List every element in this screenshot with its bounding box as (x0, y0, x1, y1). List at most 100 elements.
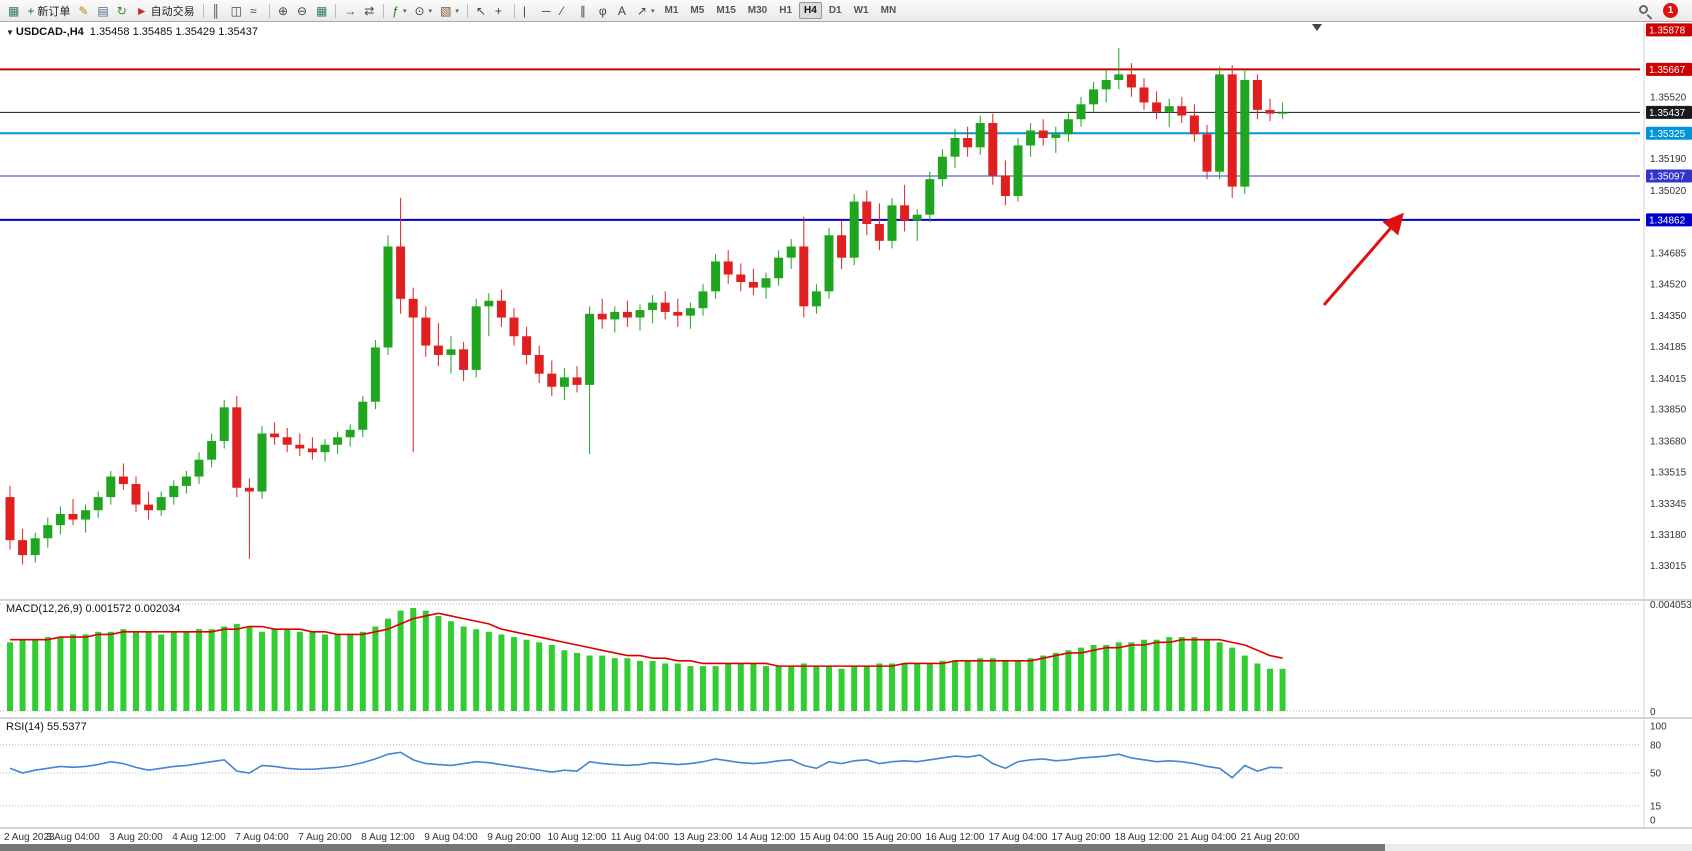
line-chart-icon[interactable]: ≈ (246, 2, 265, 20)
timeframe-h4[interactable]: H4 (799, 2, 822, 19)
price-axis-label: 1.33180 (1650, 530, 1687, 541)
crosshair-icon[interactable]: + (491, 2, 510, 20)
candle-down (988, 123, 998, 176)
candle-up (1089, 89, 1099, 105)
metaeditor-icon[interactable]: ✎ (74, 2, 93, 20)
templates-icon[interactable]: ▧ ▾ (436, 2, 463, 20)
macd-bar (838, 668, 845, 711)
candle-down (396, 246, 406, 299)
macd-bar (44, 637, 51, 711)
price-axis-label: 1.33515 (1650, 467, 1687, 478)
chart-canvas[interactable]: 1.35520 1.35190 1.35020 1.34685 1.34520 1.343… (0, 22, 1692, 851)
chart-shift-icon[interactable]: ⇄ (360, 2, 379, 20)
notification-badge[interactable]: 1 (1663, 3, 1678, 18)
auto-scroll-icon[interactable]: → (340, 2, 360, 20)
candle-up (1101, 79, 1111, 90)
macd-bar (498, 634, 505, 711)
bar-chart-icon-glyph: ║ (211, 3, 221, 18)
timeframe-m1[interactable]: M1 (664, 5, 679, 16)
candle-up (761, 278, 771, 288)
tile-windows-icon[interactable]: ▦ (312, 2, 331, 20)
candle-down (1252, 79, 1262, 110)
timeframe-w1[interactable]: W1 (853, 5, 869, 16)
templates-icon-caret: ▾ (455, 7, 459, 15)
scrollbar-thumb[interactable] (0, 844, 1385, 851)
price-badge (1646, 213, 1692, 227)
zoom-in-icon[interactable]: ⊕ (274, 2, 293, 20)
macd-axis-max: 0.004053 (1650, 600, 1692, 611)
candle-up (194, 459, 204, 477)
price-axis-label: 1.34520 (1650, 279, 1687, 290)
candle-up (93, 497, 103, 511)
indicators-icon[interactable]: ƒ ▾ (388, 2, 410, 20)
vertical-line-icon[interactable]: | (519, 2, 538, 20)
fibonacci-icon[interactable]: φ (595, 2, 614, 20)
new-order-button[interactable]: + 新订单 (23, 2, 74, 20)
timeframe-m15[interactable]: M15 (716, 5, 736, 16)
candle-down (1265, 109, 1275, 114)
search-icon[interactable] (1637, 3, 1653, 20)
chart-shift-marker[interactable] (1312, 24, 1322, 31)
print-icon[interactable]: ▤ (93, 2, 112, 20)
candle-up (937, 156, 947, 180)
timeframe-m30[interactable]: M30 (747, 5, 768, 16)
price-axis-label: 1.33345 (1650, 499, 1687, 510)
macd-bar (901, 663, 908, 711)
macd-bar (1128, 642, 1135, 711)
toolbar-separator (268, 3, 270, 18)
candle-up (975, 123, 985, 148)
candle-up (950, 137, 960, 157)
price-badge (1646, 62, 1692, 76)
chart-window-icon[interactable]: ▦ (4, 2, 23, 20)
zoom-out-icon[interactable]: ⊖ (293, 2, 312, 20)
candle-up (81, 510, 91, 520)
candlestick-icon[interactable]: ◫ (227, 2, 246, 20)
macd-bar (763, 666, 769, 711)
trendline-icon[interactable]: ∕ (557, 2, 576, 20)
macd-bar (170, 631, 177, 711)
timeframe-mn[interactable]: MN (880, 5, 897, 16)
toolbar-right: 1 (1637, 3, 1688, 20)
cursor-icon[interactable]: ↖ (472, 2, 491, 20)
candle-down (673, 311, 683, 316)
horizontal-line-icon[interactable]: ─ (538, 2, 557, 20)
chart-symbol-period: USDCAD-,H4 (15, 26, 84, 38)
macd-bar (964, 660, 971, 711)
macd-bar (259, 631, 265, 711)
autotrading-button[interactable]: ► 自动交易 (132, 2, 199, 20)
timeframe-h1[interactable]: H1 (779, 5, 793, 16)
bar-chart-icon[interactable]: ║ (208, 2, 227, 20)
candle-down (547, 373, 557, 387)
macd-bar (410, 608, 417, 711)
rsi-indicator-name: RSI(14) (6, 721, 44, 733)
periods-icon[interactable]: ⊙ ▾ (410, 2, 436, 20)
candle-up (446, 349, 456, 355)
candle-down (572, 377, 582, 385)
candle-up (156, 497, 166, 511)
candle-down (408, 298, 418, 318)
search-icon-circle (1639, 4, 1648, 14)
tile-windows-icon-glyph: ▦ (315, 3, 328, 18)
candle-up (1026, 130, 1036, 146)
candle-down (534, 354, 544, 374)
trendline-icon-glyph: ∕ (560, 3, 563, 18)
refresh-icon[interactable]: ↻ (113, 2, 132, 20)
candle-up (1278, 112, 1288, 114)
trend-arrow-object[interactable] (1322, 212, 1404, 306)
text-icon[interactable]: A (614, 2, 633, 20)
macd-bar (851, 666, 858, 711)
timeframe-m5[interactable]: M5 (690, 5, 705, 16)
candle-up (1240, 79, 1250, 187)
toolbar-separator (466, 3, 468, 18)
new-order-button-label: 新订单 (37, 5, 71, 18)
time-axis-label: 3 Aug 04:00 (46, 832, 100, 843)
candle-up (685, 308, 695, 316)
macd-bar (788, 666, 795, 711)
timeframe-d1[interactable]: D1 (828, 5, 842, 16)
arrows-icon[interactable]: ↗ ▾ (633, 2, 659, 20)
macd-bar (700, 666, 706, 711)
time-axis-label: 11 Aug 04:00 (611, 832, 670, 843)
chart-menu-icon[interactable]: ▼ (6, 28, 14, 37)
channel-icon[interactable]: ∥ (576, 2, 595, 20)
price-badge-label: 1.35097 (1649, 171, 1686, 182)
